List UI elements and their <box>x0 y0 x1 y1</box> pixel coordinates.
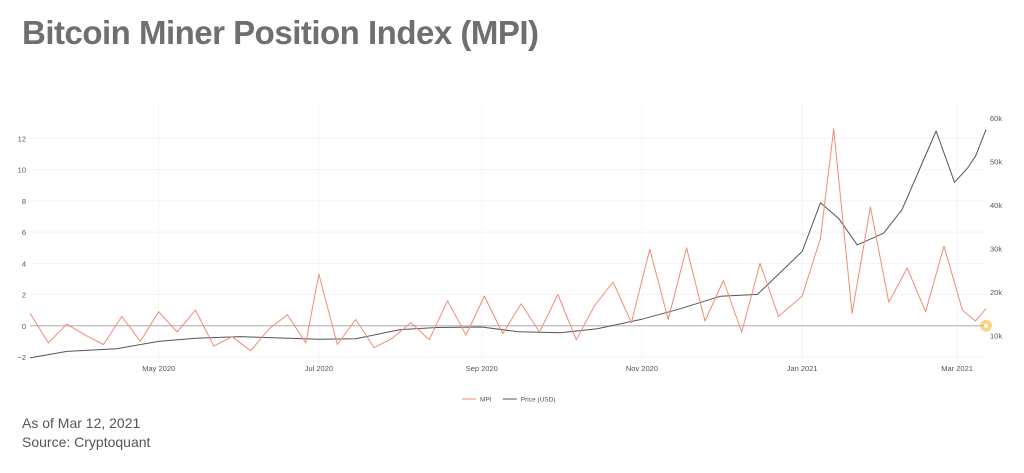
x-tick-label: Sep 2020 <box>466 364 498 373</box>
price-series <box>29 129 987 359</box>
legend-label: Price (USD) <box>521 397 556 404</box>
y-right-tick-label: 30k <box>990 244 1002 253</box>
x-tick-label: Jan 2021 <box>787 364 818 373</box>
y-left-tick-label: 4 <box>22 259 26 268</box>
source-note: Source: Cryptoquant <box>22 434 151 450</box>
x-tick-label: May 2020 <box>142 364 175 373</box>
as-of-date: As of Mar 12, 2021 <box>22 415 141 431</box>
x-tick-label: Nov 2020 <box>626 364 658 373</box>
right-axis: 10k 20k 30k 40k 50k 60k <box>990 114 1002 340</box>
y-left-tick-label: 12 <box>18 134 26 143</box>
y-right-tick-label: 40k <box>990 201 1002 210</box>
y-left-tick-label: 10 <box>18 166 26 175</box>
x-axis: May 2020 Jul 2020 Sep 2020 Nov 2020 Jan 2021… <box>142 364 973 373</box>
chart-footer: As of Mar 12, 2021 Source: Cryptoquant <box>22 414 150 452</box>
y-right-tick-label: 20k <box>990 288 1002 297</box>
current-marker-center <box>984 323 988 328</box>
y-left-tick-label: 6 <box>22 228 26 237</box>
y-left-tick-label: 2 <box>22 291 26 300</box>
x-tick-label: Mar 2021 <box>941 364 973 373</box>
legend-label: MPI <box>480 397 492 404</box>
y-left-tick-label: −2 <box>17 353 26 362</box>
mpi-series <box>29 128 987 352</box>
chart-grid <box>30 103 986 362</box>
current-marker <box>980 319 992 332</box>
y-left-tick-label: 8 <box>22 197 26 206</box>
left-axis: −2 0 2 4 6 8 10 12 <box>17 134 26 362</box>
page-title: Bitcoin Miner Position Index (MPI) <box>22 14 539 51</box>
y-right-tick-label: 10k <box>990 331 1002 340</box>
y-left-tick-label: 0 <box>22 322 26 331</box>
chart-legend: MPI Price (USD) <box>462 397 555 404</box>
y-right-tick-label: 60k <box>990 114 1002 123</box>
y-right-tick-label: 50k <box>990 157 1002 166</box>
x-tick-label: Jul 2020 <box>305 364 333 373</box>
price-line <box>29 129 987 359</box>
mpi-line <box>29 128 987 352</box>
